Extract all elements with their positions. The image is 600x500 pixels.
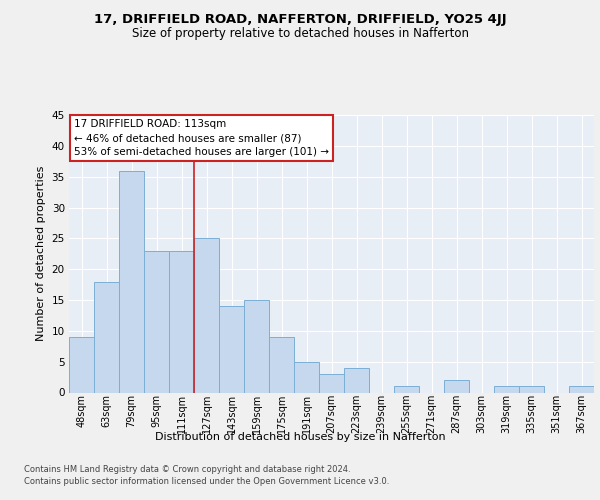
Bar — [519, 386, 544, 392]
Bar — [294, 362, 319, 392]
Bar — [169, 250, 194, 392]
Text: 17, DRIFFIELD ROAD, NAFFERTON, DRIFFIELD, YO25 4JJ: 17, DRIFFIELD ROAD, NAFFERTON, DRIFFIELD… — [94, 12, 506, 26]
Bar — [244, 300, 269, 392]
Bar — [219, 306, 244, 392]
Bar — [394, 386, 419, 392]
Y-axis label: Number of detached properties: Number of detached properties — [36, 166, 46, 342]
Bar — [194, 238, 219, 392]
Bar — [319, 374, 344, 392]
Bar — [569, 386, 594, 392]
Bar — [344, 368, 369, 392]
Bar — [269, 337, 294, 392]
Text: 17 DRIFFIELD ROAD: 113sqm
← 46% of detached houses are smaller (87)
53% of semi-: 17 DRIFFIELD ROAD: 113sqm ← 46% of detac… — [74, 119, 329, 157]
Text: Size of property relative to detached houses in Nafferton: Size of property relative to detached ho… — [131, 28, 469, 40]
Bar — [119, 170, 144, 392]
Text: Distribution of detached houses by size in Nafferton: Distribution of detached houses by size … — [155, 432, 445, 442]
Text: Contains public sector information licensed under the Open Government Licence v3: Contains public sector information licen… — [24, 478, 389, 486]
Bar — [94, 282, 119, 393]
Bar — [494, 386, 519, 392]
Bar — [69, 337, 94, 392]
Text: Contains HM Land Registry data © Crown copyright and database right 2024.: Contains HM Land Registry data © Crown c… — [24, 465, 350, 474]
Bar — [144, 250, 169, 392]
Bar — [444, 380, 469, 392]
